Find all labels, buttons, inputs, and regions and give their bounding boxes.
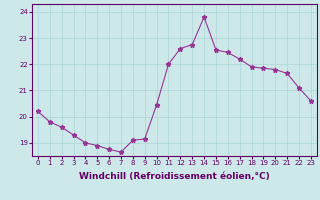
X-axis label: Windchill (Refroidissement éolien,°C): Windchill (Refroidissement éolien,°C) [79,172,270,181]
